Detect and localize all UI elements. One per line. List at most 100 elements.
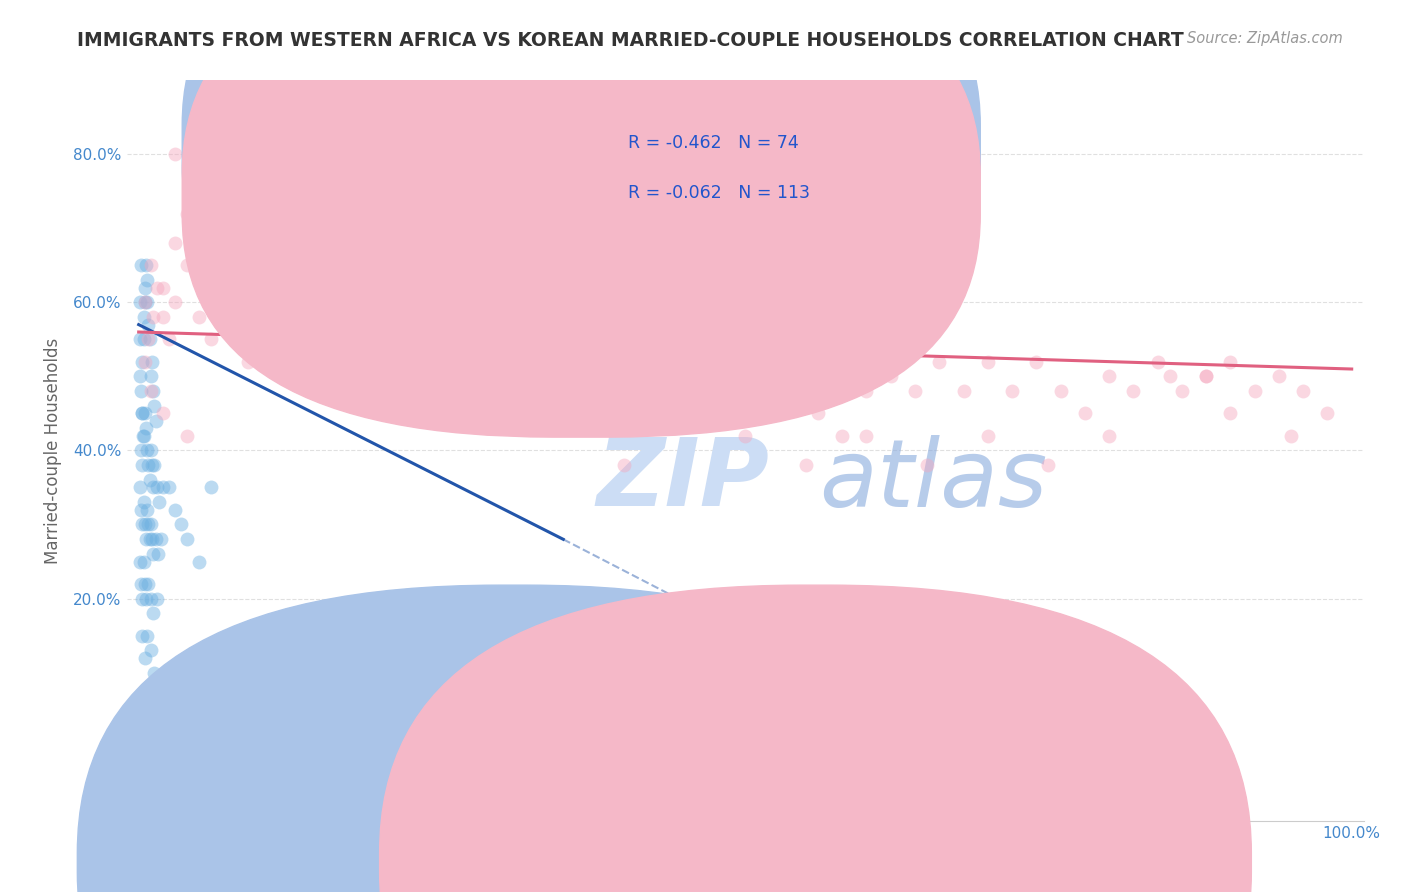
Point <box>170 517 193 532</box>
Point <box>1025 354 1047 368</box>
Point <box>136 502 159 516</box>
Point <box>134 650 156 665</box>
Point <box>783 384 806 399</box>
Text: R = -0.062   N = 113: R = -0.062 N = 113 <box>627 184 810 202</box>
Point <box>142 384 165 399</box>
Point <box>134 576 156 591</box>
Point <box>1243 384 1265 399</box>
Point <box>212 310 235 325</box>
Point <box>142 481 165 495</box>
Point <box>1122 384 1144 399</box>
Point <box>139 643 162 657</box>
Point <box>855 428 877 442</box>
Point <box>152 310 174 325</box>
Point <box>135 533 157 547</box>
Point <box>794 458 817 473</box>
Point <box>1219 407 1241 421</box>
Point <box>200 295 222 310</box>
Point <box>132 495 155 509</box>
Point <box>382 354 405 368</box>
Point <box>685 384 707 399</box>
Point <box>157 333 180 347</box>
Text: ZIP: ZIP <box>596 434 769 526</box>
Point <box>138 517 160 532</box>
Point <box>131 407 153 421</box>
Point <box>249 333 271 347</box>
Point <box>491 407 513 421</box>
Point <box>553 354 575 368</box>
Point <box>165 502 187 516</box>
Point <box>129 384 152 399</box>
Point <box>225 280 247 294</box>
Point <box>141 354 163 368</box>
Point <box>136 443 159 458</box>
Point <box>359 354 381 368</box>
Point <box>734 428 756 442</box>
Point <box>131 458 153 473</box>
Point <box>136 295 159 310</box>
Point <box>165 295 187 310</box>
Point <box>131 591 153 606</box>
Point <box>904 384 927 399</box>
Point <box>419 369 441 384</box>
Point <box>588 354 610 368</box>
Point <box>145 533 167 547</box>
Point <box>136 629 159 643</box>
Point <box>333 333 356 347</box>
Point <box>152 481 174 495</box>
Point <box>146 547 169 561</box>
Point <box>138 576 160 591</box>
Point <box>1316 407 1339 421</box>
Point <box>139 384 162 399</box>
Point <box>637 369 659 384</box>
Point <box>188 310 211 325</box>
Point <box>370 333 392 347</box>
Point <box>165 147 187 161</box>
Point <box>146 280 169 294</box>
Point <box>467 384 489 399</box>
Point <box>131 354 153 368</box>
Point <box>138 533 160 547</box>
Point <box>758 407 780 421</box>
Point <box>143 399 166 413</box>
Point <box>928 354 950 368</box>
Point <box>394 384 416 399</box>
Point <box>1279 428 1302 442</box>
Point <box>249 236 271 251</box>
Point <box>1098 369 1121 384</box>
Point <box>135 591 157 606</box>
Point <box>200 481 222 495</box>
Point <box>346 369 368 384</box>
Point <box>1195 369 1218 384</box>
Point <box>165 236 187 251</box>
Point <box>142 607 165 621</box>
Point <box>128 333 150 347</box>
Point <box>132 428 155 442</box>
Point <box>135 259 157 273</box>
Point <box>129 369 152 384</box>
Y-axis label: Married-couple Households: Married-couple Households <box>44 337 62 564</box>
Point <box>129 443 152 458</box>
Point <box>1049 384 1071 399</box>
Point <box>710 407 733 421</box>
Point <box>855 384 877 399</box>
Point <box>134 280 156 294</box>
Point <box>807 407 830 421</box>
Point <box>236 333 259 347</box>
Point <box>145 414 167 428</box>
Point <box>443 354 465 368</box>
Point <box>540 369 562 384</box>
Point <box>134 517 156 532</box>
Point <box>952 384 974 399</box>
Point <box>1159 369 1181 384</box>
Point <box>977 354 1000 368</box>
Point <box>139 591 162 606</box>
Point <box>131 629 153 643</box>
Point <box>134 295 156 310</box>
Point <box>200 333 222 347</box>
Point <box>176 206 198 220</box>
Point <box>1171 384 1194 399</box>
Point <box>225 310 247 325</box>
Point <box>143 665 166 680</box>
Point <box>977 428 1000 442</box>
